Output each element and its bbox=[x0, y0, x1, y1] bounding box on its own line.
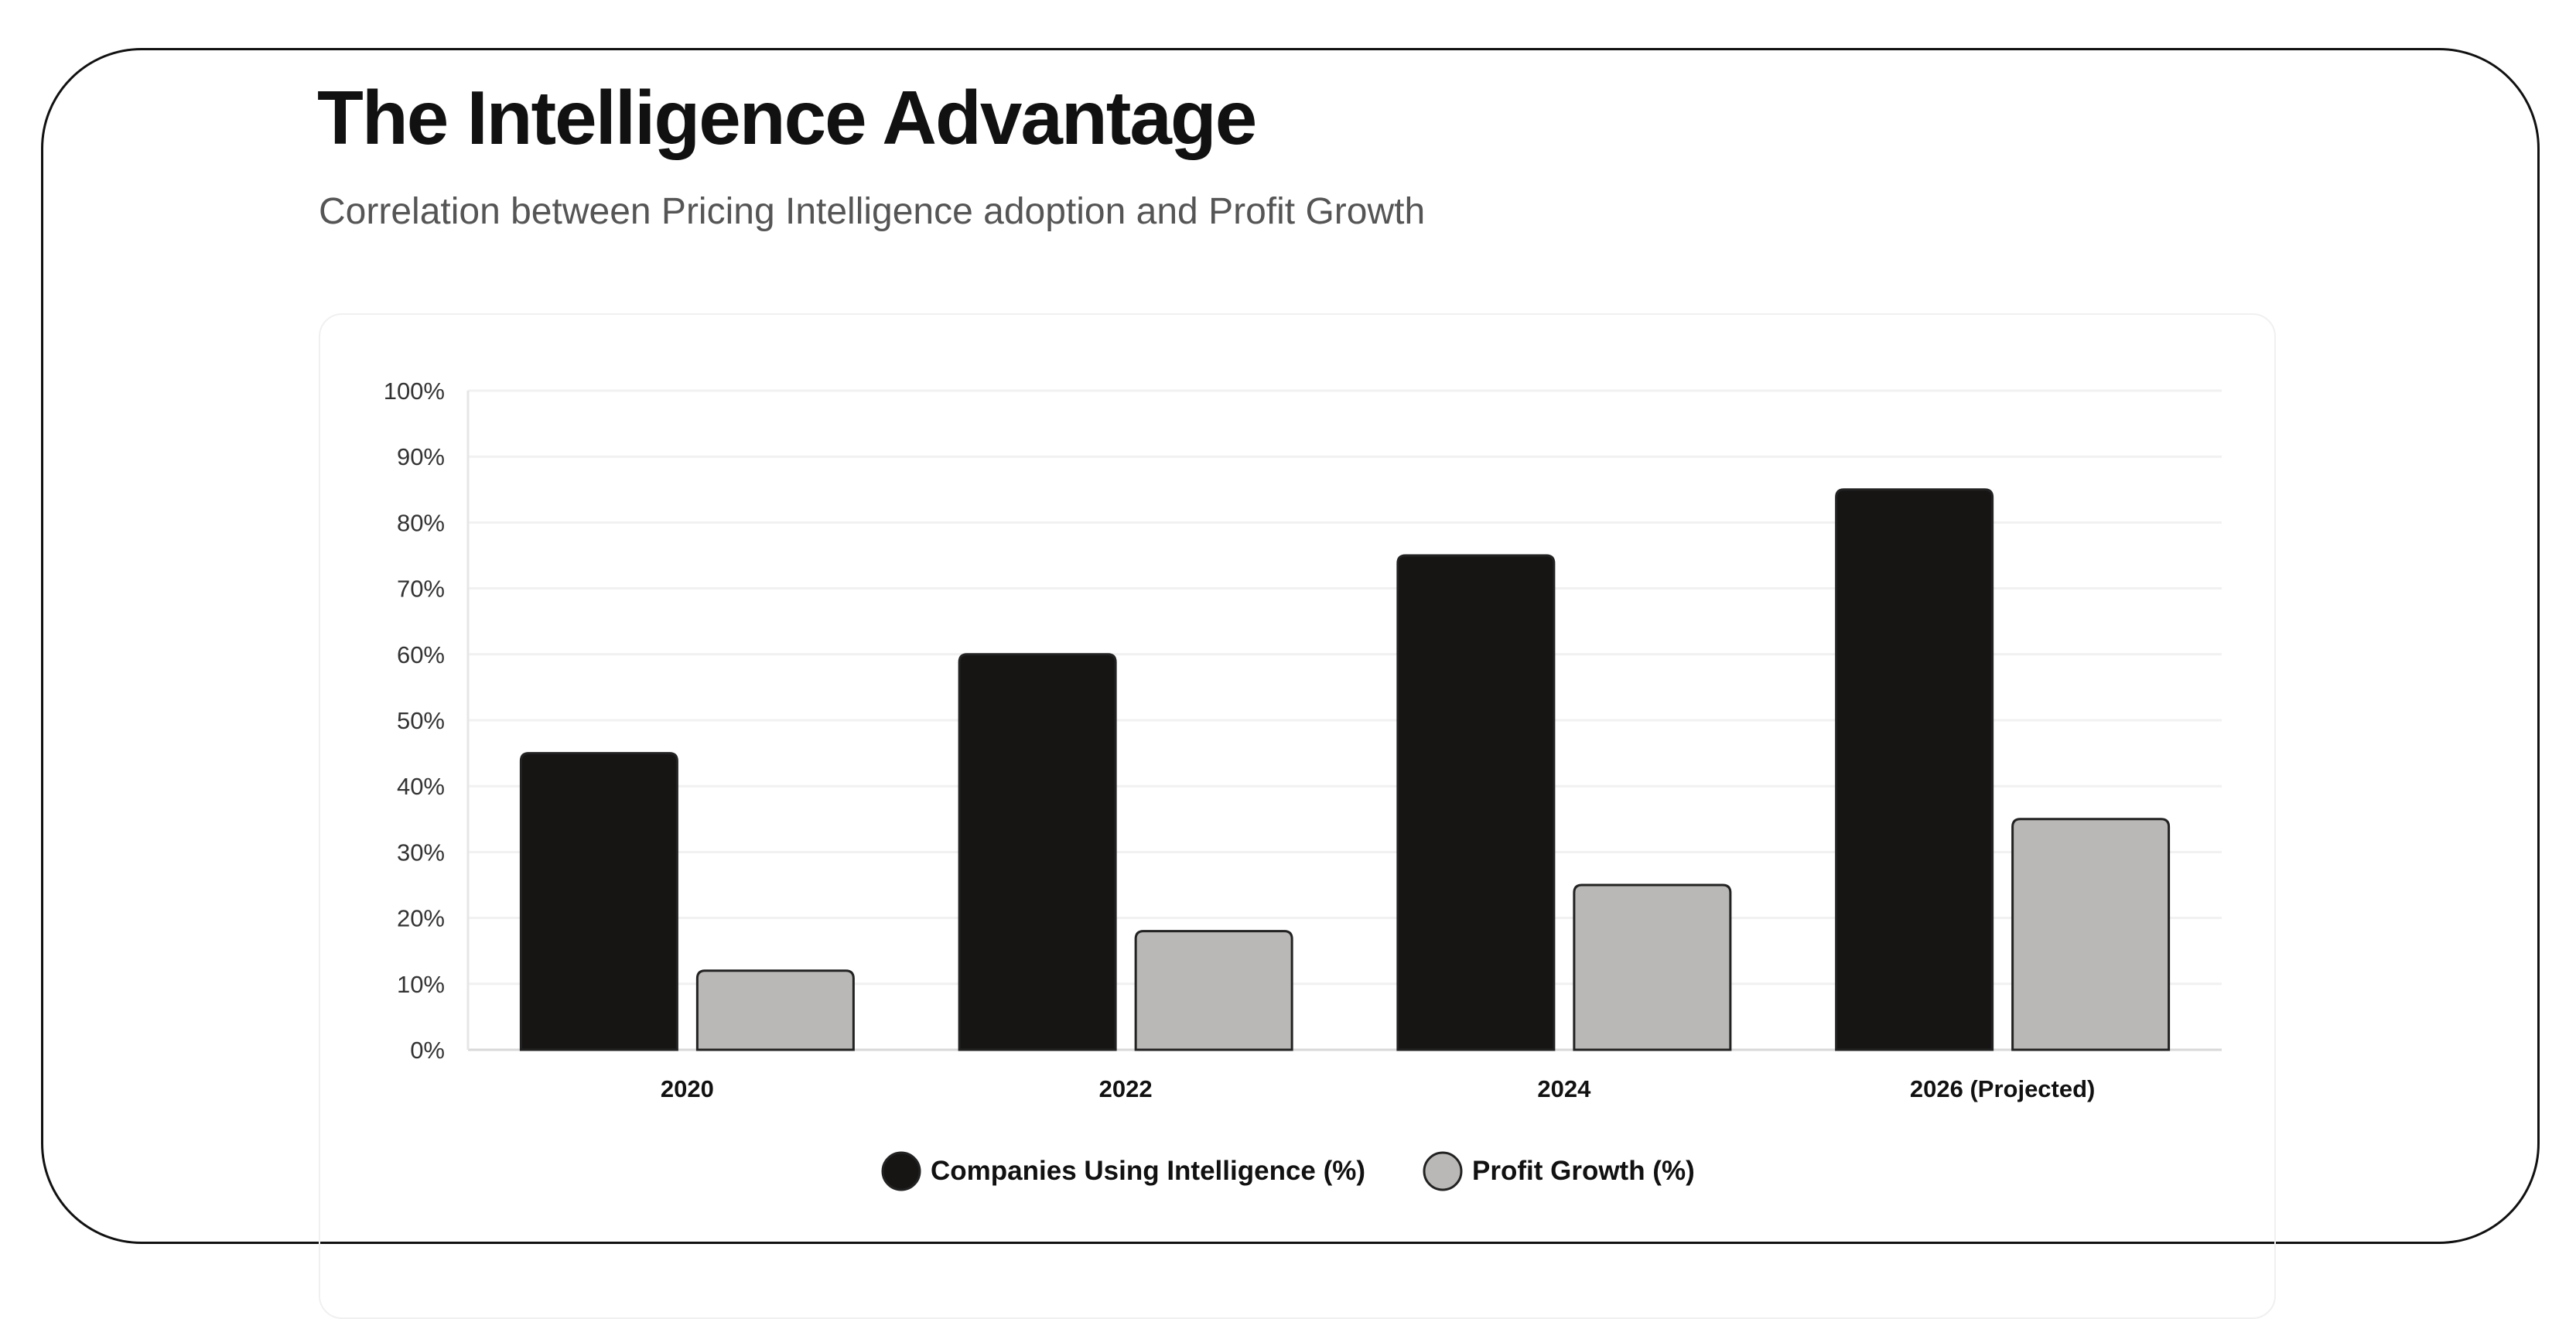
y-tick-label: 90% bbox=[397, 443, 445, 470]
page-subtitle: Correlation between Pricing Intelligence… bbox=[319, 191, 1426, 232]
y-tick-label: 80% bbox=[397, 509, 445, 536]
y-tick-label: 40% bbox=[397, 773, 445, 800]
y-tick-label: 10% bbox=[397, 971, 445, 998]
bar-profit-2024 bbox=[1573, 883, 1732, 1051]
x-tick-label: 2024 bbox=[1537, 1075, 1591, 1102]
bar-companies-2022 bbox=[958, 653, 1117, 1051]
bar-profit-2022 bbox=[1134, 930, 1293, 1051]
x-tick-label: 2020 bbox=[661, 1075, 714, 1102]
bar-companies-2024 bbox=[1396, 554, 1556, 1051]
x-tick-label: 2022 bbox=[1099, 1075, 1153, 1102]
x-tick-label: 2026 (Projected) bbox=[1910, 1075, 2096, 1102]
legend-label: Companies Using Intelligence (%) bbox=[931, 1156, 1365, 1186]
legend-swatch-icon bbox=[881, 1151, 921, 1191]
y-tick-label: 20% bbox=[397, 905, 445, 932]
bar-profit-2026-projected- bbox=[2011, 818, 2171, 1051]
bar-companies-2026-projected- bbox=[1835, 488, 1994, 1051]
y-tick-label: 0% bbox=[410, 1037, 445, 1064]
y-tick-label: 100% bbox=[384, 378, 445, 405]
legend-swatch-icon bbox=[1423, 1151, 1463, 1191]
y-tick-label: 70% bbox=[397, 576, 445, 603]
legend-label: Profit Growth (%) bbox=[1472, 1156, 1695, 1186]
bar-profit-2020 bbox=[695, 969, 855, 1051]
y-tick-label: 30% bbox=[397, 839, 445, 866]
y-tick-label: 60% bbox=[397, 641, 445, 668]
page-title: The Intelligence Advantage bbox=[317, 75, 1257, 160]
bar-chart: 0% 10% 20% 30% 40% 50% 60% 70% 80% 90% 100% 2020 202… bbox=[384, 378, 2222, 1191]
y-tick-label: 50% bbox=[397, 707, 445, 734]
bar-companies-2020 bbox=[519, 752, 678, 1051]
